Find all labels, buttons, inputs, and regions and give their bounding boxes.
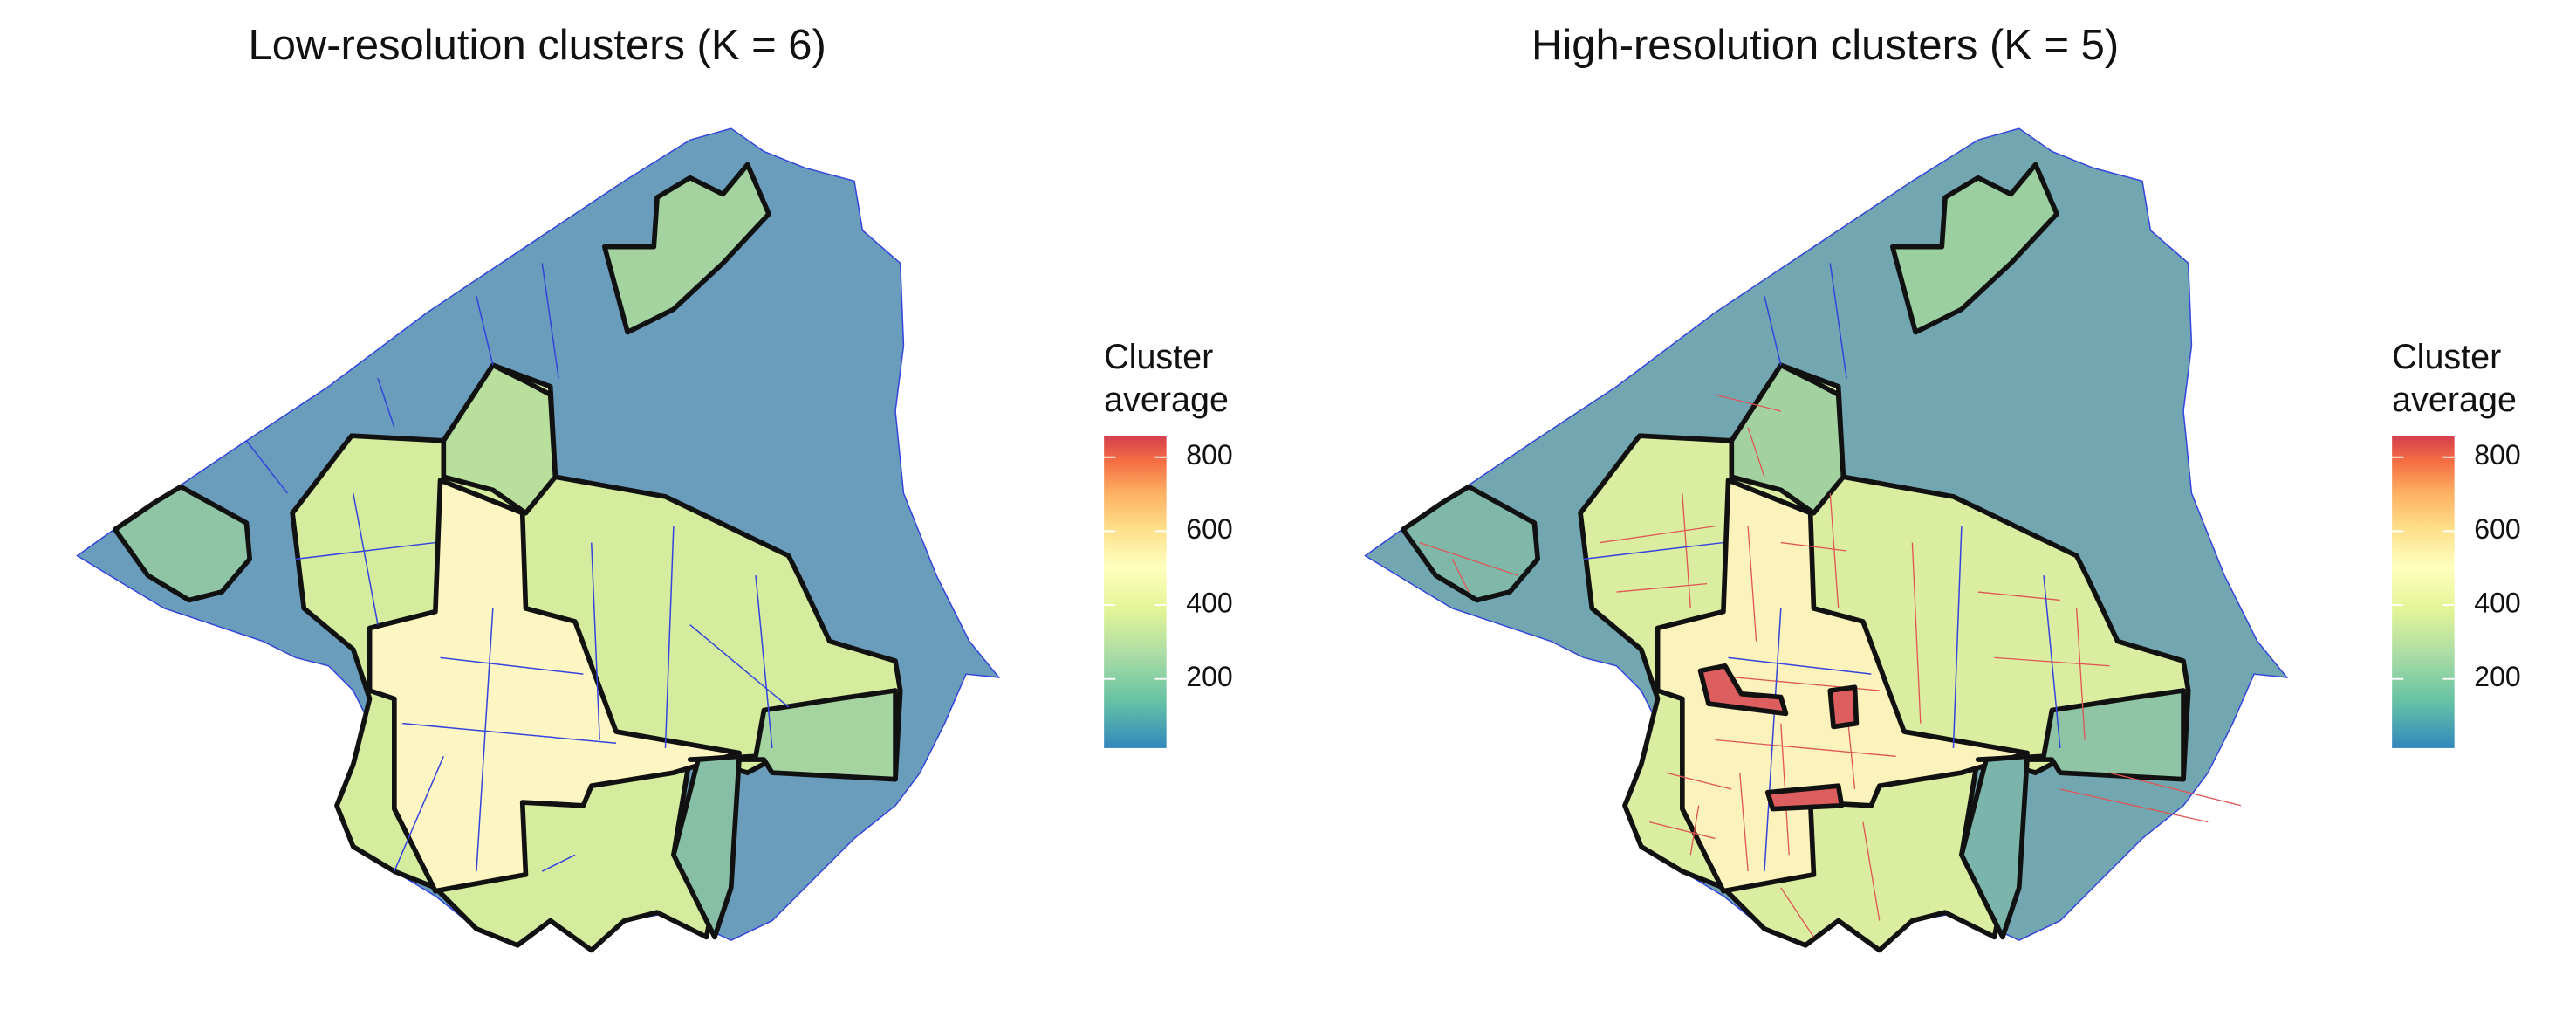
tick-label: 600: [2474, 513, 2520, 545]
legend-title: Cluster: [1104, 338, 1213, 376]
tick-label: 600: [1186, 513, 1232, 545]
panel-title: High-resolution clusters (K = 5): [1531, 22, 2119, 69]
annotations: Low-resolution clusters (K = 6) Cluster av…: [248, 22, 2521, 748]
legend-title: Cluster: [2392, 338, 2501, 376]
legend-title: average: [1104, 381, 1229, 419]
tick-label: 800: [2474, 439, 2520, 471]
tick-label: 200: [2474, 661, 2520, 692]
panel-title: Low-resolution clusters (K = 6): [248, 22, 826, 69]
colorbar: [1104, 436, 1167, 748]
map-left: [76, 127, 1000, 950]
tick-label: 400: [1186, 588, 1232, 619]
legend-title: average: [2392, 381, 2517, 419]
tick-label: 400: [2474, 588, 2520, 619]
colorbar: [2392, 436, 2455, 748]
map-right: [1364, 127, 2288, 950]
tick-label: 200: [1186, 661, 1232, 692]
tick-label: 800: [1186, 439, 1232, 471]
